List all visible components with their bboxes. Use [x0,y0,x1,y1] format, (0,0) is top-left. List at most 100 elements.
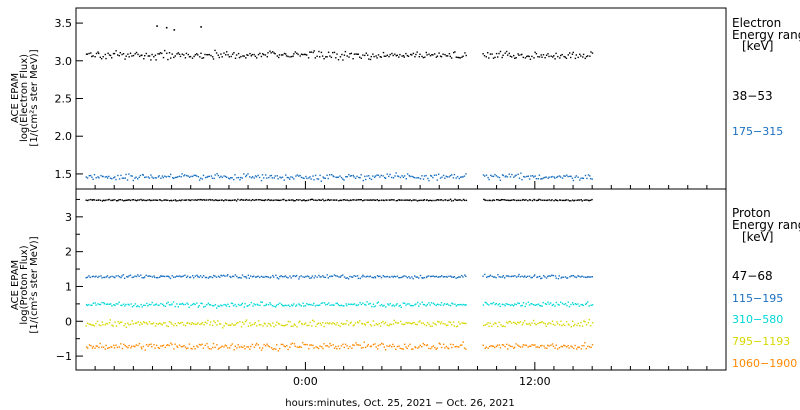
data-point [226,275,228,277]
data-point [256,276,258,278]
data-point [88,304,90,306]
data-point [265,304,267,307]
data-point [583,199,585,201]
data-point [118,55,120,57]
data-point [534,51,536,53]
data-point [116,346,119,348]
data-point [498,321,500,323]
data-point [336,53,338,55]
data-point [353,53,356,55]
data-point [465,275,467,278]
data-point [350,52,352,55]
data-point [425,324,428,327]
data-point [292,55,294,57]
data-point [226,199,228,201]
data-point [374,276,376,278]
data-point [287,320,289,323]
data-point [417,347,419,349]
data-point [389,276,391,278]
data-point [237,198,239,201]
data-point [207,319,209,322]
data-point [98,324,100,326]
data-point [539,321,541,324]
data-point [163,199,165,201]
data-point [348,56,350,58]
data-point [574,57,577,60]
data-point [434,199,436,202]
data-point [531,344,533,346]
electron-legend-series-38-53: 38−53 [732,89,773,103]
proton-data-points [85,198,594,352]
data-point [551,199,553,201]
data-point [381,342,383,345]
data-point [447,347,449,349]
data-point [525,344,528,347]
data-point [491,345,493,347]
data-point [410,348,413,350]
data-point [452,199,455,202]
data-point [356,304,358,307]
data-point [590,346,592,349]
data-point [413,199,416,201]
data-point [128,344,130,347]
data-point [346,304,348,307]
data-point [188,176,191,178]
data-point [494,173,496,176]
data-point [157,323,159,325]
data-point [223,175,225,177]
data-point [92,178,94,180]
data-point [535,178,538,180]
data-point [415,177,417,179]
data-point [208,348,210,350]
data-point [301,323,304,326]
data-point [554,324,556,326]
data-point [102,324,104,326]
data-point [509,199,512,202]
data-point [248,277,250,279]
data-point [104,348,106,350]
data-point [340,322,343,325]
data-point [450,57,453,59]
data-point [229,275,231,278]
data-point [583,276,585,278]
data-point [242,55,244,57]
data-point [327,198,330,201]
data-point [164,175,166,177]
data-point [197,198,199,201]
data-point [541,56,543,58]
data-point [172,177,174,179]
data-point [320,276,322,278]
data-point [259,276,261,279]
data-point [93,199,96,201]
data-point [271,177,273,179]
data-point [163,304,165,307]
data-point [455,325,458,328]
data-point [547,323,549,325]
data-point [289,305,291,308]
data-point [185,199,187,201]
data-point [402,275,404,278]
data-point [319,345,321,347]
data-point [547,344,549,347]
data-point [114,321,116,323]
data-point [266,199,268,201]
data-point [316,276,318,278]
data-point [290,325,292,327]
data-point [560,54,562,57]
data-point [396,275,399,277]
data-point [438,276,440,278]
data-point [168,344,170,347]
data-point [496,344,499,346]
data-point [548,176,550,178]
data-point [250,55,252,57]
data-point [307,303,309,306]
data-point [535,324,537,326]
data-point [218,199,220,201]
data-point [311,319,314,321]
data-point [505,199,507,201]
data-point [430,302,433,304]
data-point [438,303,440,306]
data-point [154,304,157,306]
data-point [440,346,443,349]
data-point [351,276,354,278]
